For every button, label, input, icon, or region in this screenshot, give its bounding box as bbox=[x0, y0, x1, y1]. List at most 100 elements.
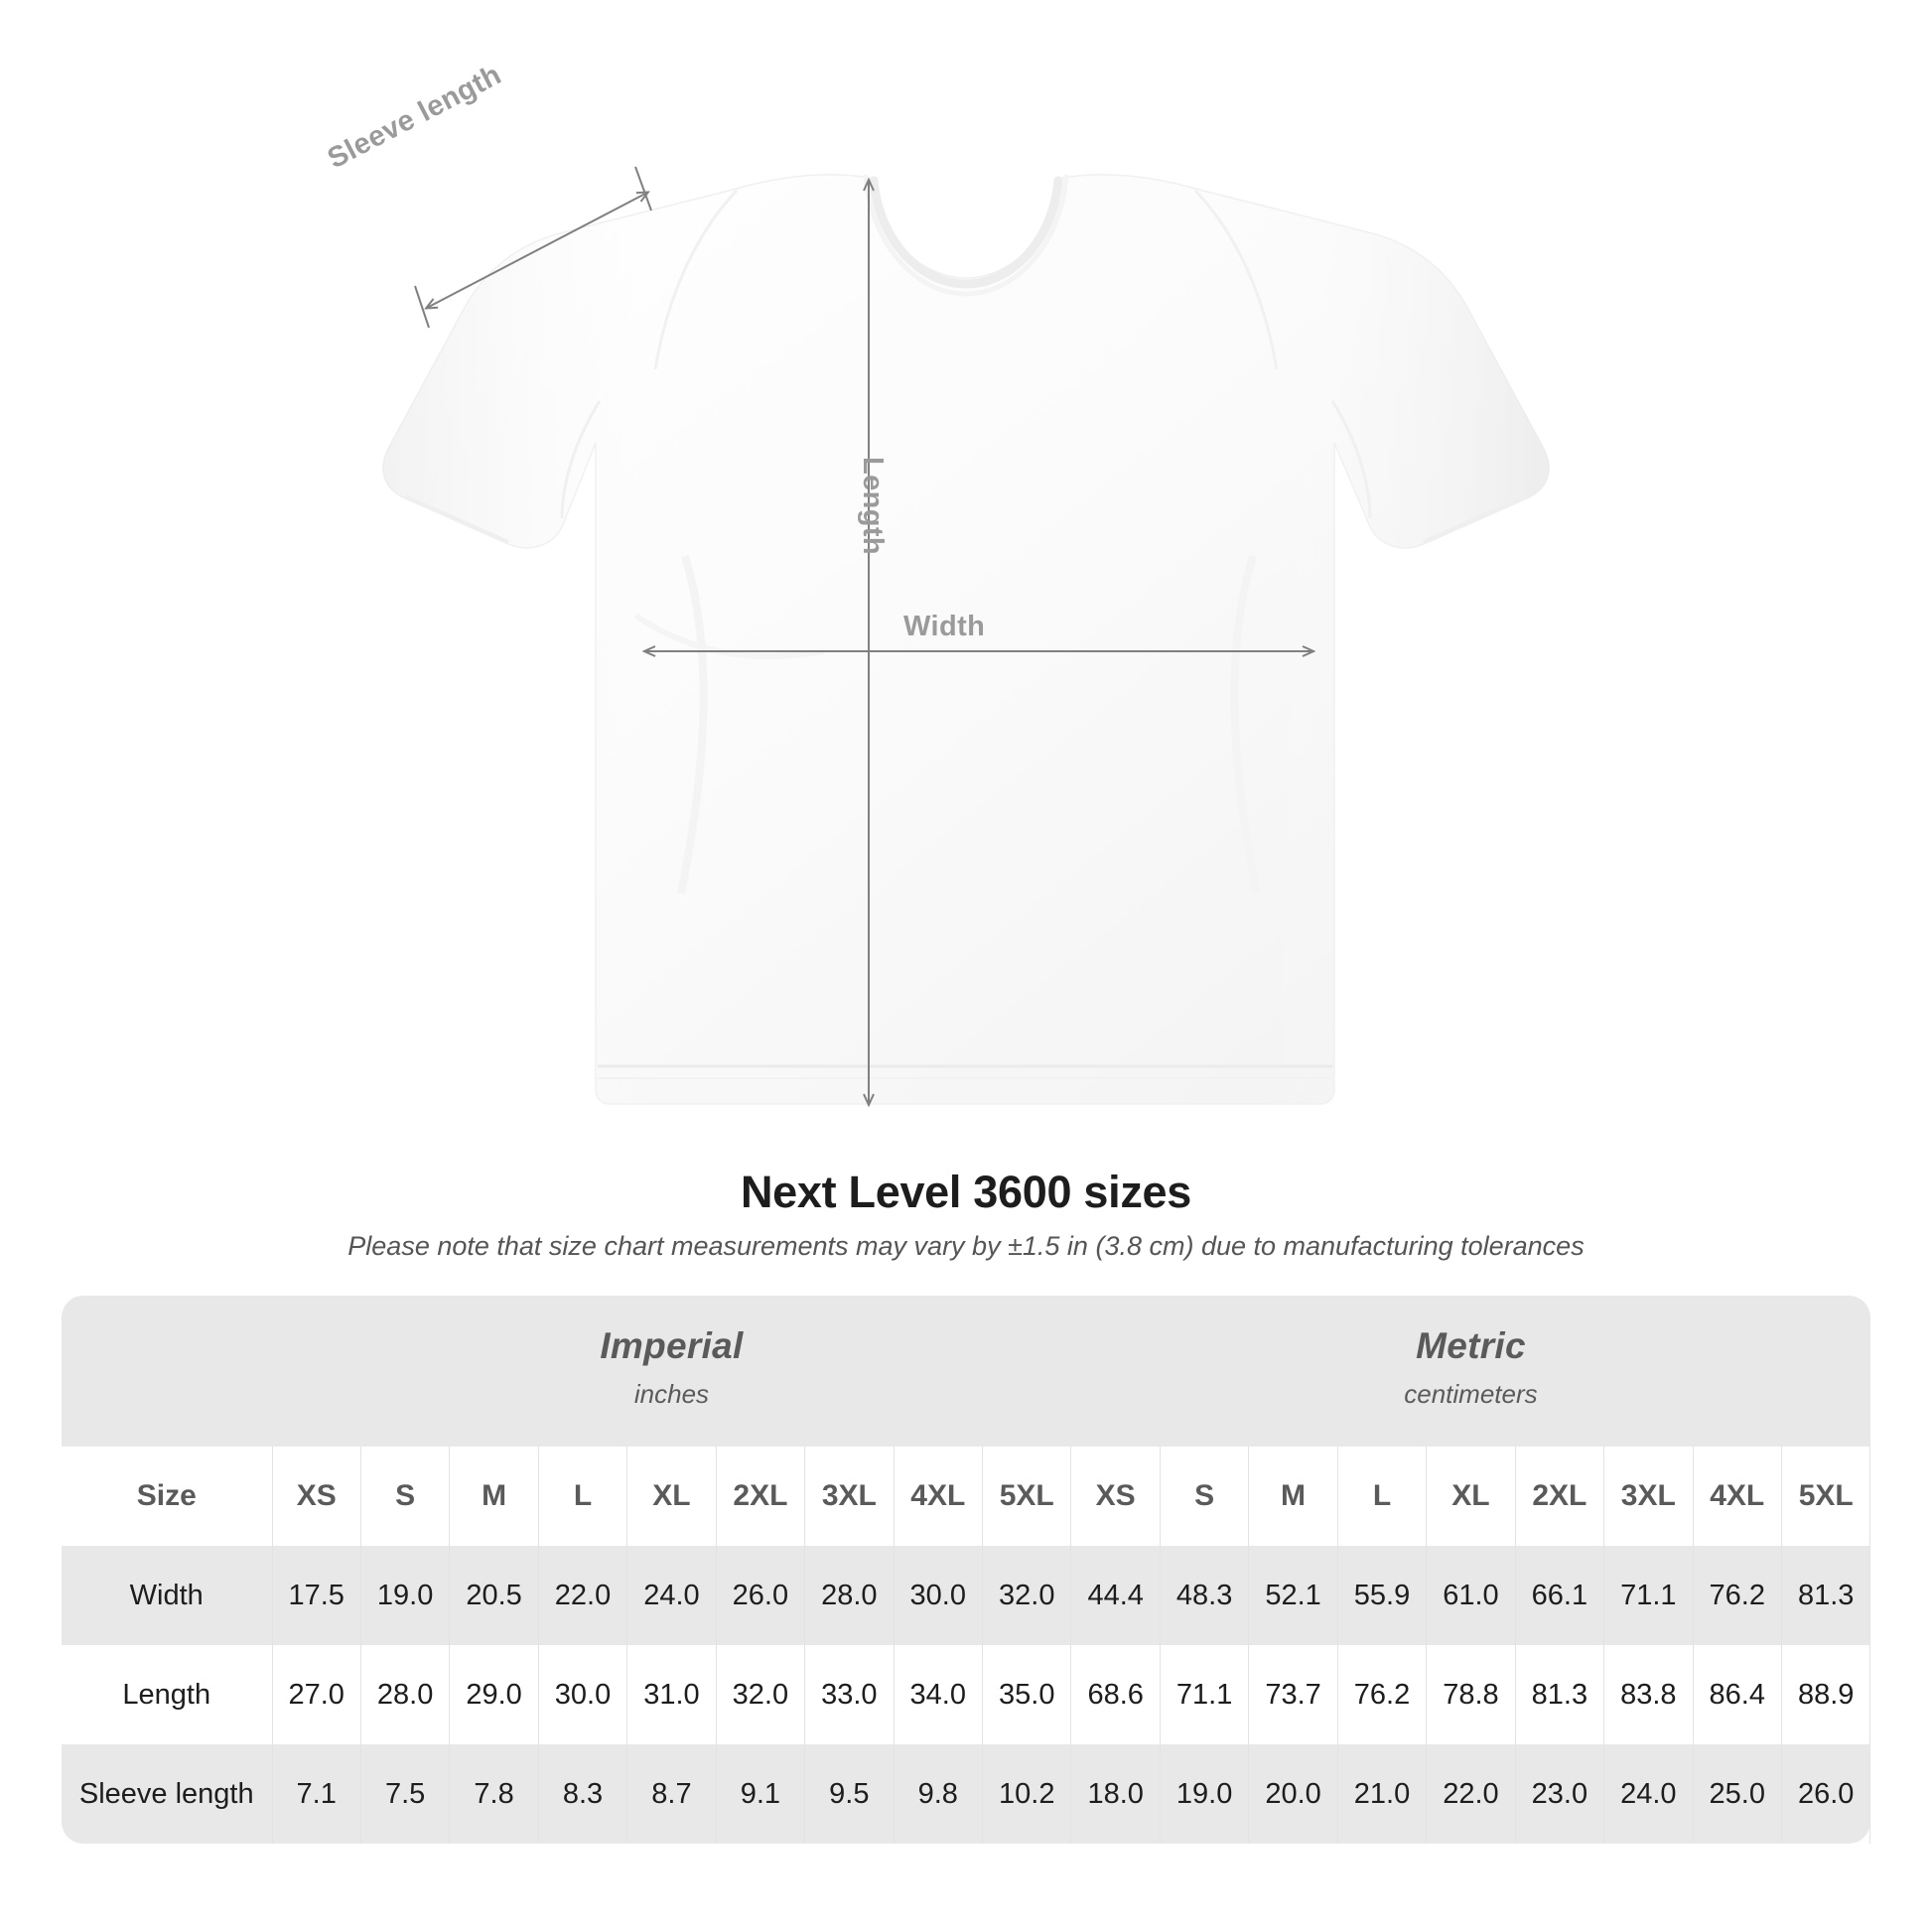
measurement-cell: 31.0 bbox=[626, 1645, 717, 1744]
measurement-cell: 22.0 bbox=[538, 1546, 628, 1645]
size-header-cell: 4XL bbox=[1693, 1447, 1782, 1546]
size-header-cell: 5XL bbox=[982, 1447, 1072, 1546]
measurement-cell: 33.0 bbox=[804, 1645, 895, 1744]
measurement-cell: 76.2 bbox=[1337, 1645, 1428, 1744]
measurement-cell: 26.0 bbox=[716, 1546, 806, 1645]
size-header-cell: 5XL bbox=[1781, 1447, 1871, 1546]
size-header-cell: XS bbox=[1070, 1447, 1161, 1546]
measurement-cell: 86.4 bbox=[1693, 1645, 1782, 1744]
tshirt-diagram bbox=[382, 166, 1550, 1172]
measurement-cell: 71.1 bbox=[1603, 1546, 1694, 1645]
measurement-cell: 34.0 bbox=[894, 1645, 984, 1744]
measurement-cell: 21.0 bbox=[1337, 1744, 1428, 1844]
size-header-cell: XL bbox=[626, 1447, 717, 1546]
measurement-cell: 35.0 bbox=[982, 1645, 1072, 1744]
size-header-cell: 3XL bbox=[1603, 1447, 1694, 1546]
measurement-cell: 9.1 bbox=[716, 1744, 806, 1844]
measurement-cell: 28.0 bbox=[804, 1546, 895, 1645]
measurement-cell: 71.1 bbox=[1160, 1645, 1250, 1744]
size-header-cell: 3XL bbox=[804, 1447, 895, 1546]
measurement-cell: 20.5 bbox=[449, 1546, 539, 1645]
unit-header-spacer bbox=[62, 1296, 272, 1447]
measurement-cell: 19.0 bbox=[1160, 1744, 1250, 1844]
size-header-cell: L bbox=[1337, 1447, 1428, 1546]
unit-group-metric: Metric centimeters bbox=[1070, 1296, 1870, 1447]
measurement-cell: 68.6 bbox=[1070, 1645, 1161, 1744]
size-header-label: Size bbox=[62, 1447, 273, 1546]
measurement-cell: 61.0 bbox=[1426, 1546, 1516, 1645]
unit-group-imperial: Imperial inches bbox=[272, 1296, 1071, 1447]
measurement-arrows bbox=[414, 166, 1312, 1104]
size-header-cell: 4XL bbox=[894, 1447, 984, 1546]
size-table-container: Imperial inches Metric centimeters Size XS S M L… bbox=[62, 1296, 1871, 1844]
size-header-cell: M bbox=[1248, 1447, 1338, 1546]
measurement-cell: 81.3 bbox=[1515, 1645, 1605, 1744]
measurement-cell: 9.8 bbox=[894, 1744, 984, 1844]
table-row: Sleeve length 7.1 7.5 7.8 8.3 8.7 9.1 9.5 9.8 10.… bbox=[62, 1744, 1871, 1844]
measurement-cell: 7.5 bbox=[360, 1744, 451, 1844]
measurement-cell: 81.3 bbox=[1781, 1546, 1871, 1645]
measurement-cell: 10.2 bbox=[982, 1744, 1072, 1844]
size-header-cell: XL bbox=[1426, 1447, 1516, 1546]
measurement-cell: 19.0 bbox=[360, 1546, 451, 1645]
tshirt-body-shape bbox=[382, 174, 1550, 1105]
measurement-cell: 26.0 bbox=[1781, 1744, 1871, 1844]
size-header-cell: 2XL bbox=[1515, 1447, 1605, 1546]
measurement-cell: 48.3 bbox=[1160, 1546, 1250, 1645]
garment-illustration: Sleeve length Length Width bbox=[323, 59, 1550, 1172]
unit-group-unit: centimeters bbox=[1404, 1378, 1538, 1409]
measurement-cell: 28.0 bbox=[360, 1645, 451, 1744]
size-header-cell: L bbox=[538, 1447, 628, 1546]
measurement-cell: 32.0 bbox=[716, 1645, 806, 1744]
measurement-cell: 30.0 bbox=[538, 1645, 628, 1744]
size-table: Imperial inches Metric centimeters Size XS S M L… bbox=[62, 1296, 1871, 1844]
measurement-cell: 8.7 bbox=[626, 1744, 717, 1844]
unit-group-header-row: Imperial inches Metric centimeters bbox=[62, 1296, 1870, 1447]
measurement-cell: 22.0 bbox=[1426, 1744, 1516, 1844]
measurement-row-label: Width bbox=[62, 1546, 273, 1645]
measurement-cell: 9.5 bbox=[804, 1744, 895, 1844]
measurement-row-label: Length bbox=[62, 1645, 273, 1744]
measurement-cell: 32.0 bbox=[982, 1546, 1072, 1645]
sleeve-length-arrow bbox=[427, 193, 647, 308]
measurement-cell: 76.2 bbox=[1693, 1546, 1782, 1645]
measurement-cell: 24.0 bbox=[1603, 1744, 1694, 1844]
table-row: Width 17.5 19.0 20.5 22.0 24.0 26.0 28.0 30.0 32.… bbox=[62, 1546, 1871, 1645]
measurement-cell: 27.0 bbox=[272, 1645, 361, 1744]
measurement-cell: 18.0 bbox=[1070, 1744, 1161, 1844]
measurement-cell: 17.5 bbox=[272, 1546, 361, 1645]
measurement-cell: 44.4 bbox=[1070, 1546, 1161, 1645]
unit-group-name: Metric bbox=[1416, 1324, 1526, 1366]
measurement-cell: 30.0 bbox=[894, 1546, 984, 1645]
unit-group-unit: inches bbox=[633, 1378, 710, 1409]
unit-group-name: Imperial bbox=[600, 1324, 744, 1366]
measurement-cell: 73.7 bbox=[1248, 1645, 1338, 1744]
size-header-cell: 2XL bbox=[716, 1447, 806, 1546]
measurement-cell: 78.8 bbox=[1426, 1645, 1516, 1744]
measurement-cell: 83.8 bbox=[1603, 1645, 1694, 1744]
table-row: Length 27.0 28.0 29.0 30.0 31.0 32.0 33.0 34.0 35… bbox=[62, 1645, 1871, 1744]
size-header-row: Size XS S M L XL 2XL 3XL 4XL 5XL XS S M L XL 2XL 3XL 4XL 5… bbox=[62, 1447, 1871, 1546]
measurement-cell: 7.1 bbox=[272, 1744, 361, 1844]
measurement-cell: 55.9 bbox=[1337, 1546, 1428, 1645]
measurement-cell: 29.0 bbox=[449, 1645, 539, 1744]
measurement-row-label: Sleeve length bbox=[62, 1744, 273, 1844]
measurement-cell: 23.0 bbox=[1515, 1744, 1605, 1844]
size-header-cell: S bbox=[1160, 1447, 1250, 1546]
measurement-cell: 52.1 bbox=[1248, 1546, 1338, 1645]
page-title: Next Level 3600 sizes bbox=[740, 1167, 1191, 1217]
measurement-cell: 20.0 bbox=[1248, 1744, 1338, 1844]
width-label: Width bbox=[903, 611, 986, 642]
length-label: Length bbox=[857, 457, 889, 556]
tolerance-note: Please note that size chart measurements… bbox=[347, 1231, 1585, 1261]
measurement-cell: 7.8 bbox=[449, 1744, 539, 1844]
measurement-cell: 25.0 bbox=[1693, 1744, 1782, 1844]
measurement-cell: 8.3 bbox=[538, 1744, 628, 1844]
measurement-cell: 24.0 bbox=[626, 1546, 717, 1645]
measurement-cell: 88.9 bbox=[1781, 1645, 1871, 1744]
size-header-cell: XS bbox=[272, 1447, 361, 1546]
size-header-cell: S bbox=[360, 1447, 451, 1546]
measurement-cell: 66.1 bbox=[1515, 1546, 1605, 1645]
size-header-cell: M bbox=[449, 1447, 539, 1546]
